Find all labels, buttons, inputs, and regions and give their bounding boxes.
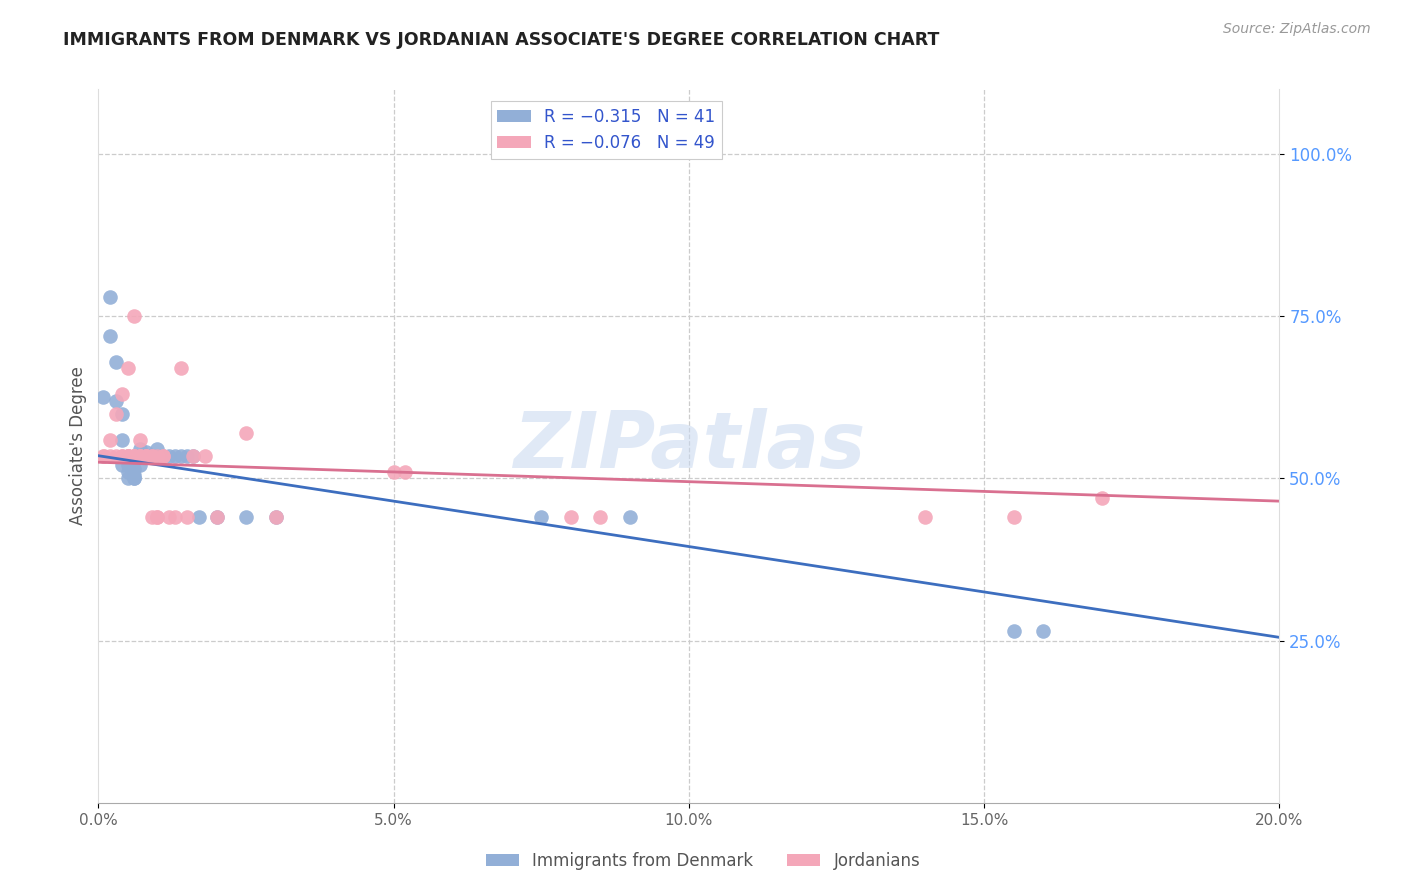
Point — [122, 468, 145, 483]
Point — [117, 465, 139, 479]
Point — [914, 510, 936, 524]
Point — [152, 449, 174, 463]
Point — [1032, 624, 1054, 638]
Point — [122, 449, 145, 463]
Point — [117, 449, 139, 463]
Point — [176, 510, 198, 524]
Point — [619, 510, 641, 524]
Point — [141, 449, 163, 463]
Point — [122, 449, 145, 463]
Point — [117, 449, 139, 463]
Point — [117, 449, 139, 463]
Point — [111, 458, 134, 473]
Point — [135, 449, 157, 463]
Point — [117, 471, 139, 485]
Point — [105, 393, 128, 408]
Point — [152, 449, 174, 463]
Point — [122, 449, 145, 463]
Point — [135, 449, 157, 463]
Point — [181, 449, 204, 463]
Legend: Immigrants from Denmark, Jordanians: Immigrants from Denmark, Jordanians — [479, 846, 927, 877]
Point — [181, 449, 204, 463]
Point — [98, 449, 121, 463]
Point — [157, 510, 180, 524]
Point — [91, 449, 114, 463]
Point — [176, 449, 198, 463]
Point — [122, 310, 145, 324]
Point — [135, 445, 157, 459]
Point — [170, 449, 193, 463]
Point — [111, 433, 134, 447]
Point — [122, 449, 145, 463]
Point — [194, 449, 217, 463]
Point — [264, 510, 287, 524]
Point — [1091, 491, 1114, 505]
Point — [91, 390, 114, 404]
Point — [141, 449, 163, 463]
Point — [128, 449, 150, 463]
Text: Source: ZipAtlas.com: Source: ZipAtlas.com — [1223, 22, 1371, 37]
Y-axis label: Associate's Degree: Associate's Degree — [69, 367, 87, 525]
Point — [98, 433, 121, 447]
Point — [152, 449, 174, 463]
Point — [264, 510, 287, 524]
Point — [235, 510, 257, 524]
Point — [98, 328, 121, 343]
Point — [117, 458, 139, 473]
Legend: R = −0.315   N = 41, R = −0.076   N = 49: R = −0.315 N = 41, R = −0.076 N = 49 — [491, 101, 721, 159]
Point — [165, 449, 187, 463]
Point — [105, 449, 128, 463]
Point — [111, 449, 134, 463]
Point — [165, 510, 187, 524]
Point — [589, 510, 612, 524]
Point — [560, 510, 582, 524]
Point — [205, 510, 228, 524]
Point — [128, 449, 150, 463]
Point — [128, 433, 150, 447]
Point — [111, 407, 134, 421]
Point — [141, 510, 163, 524]
Point — [111, 449, 134, 463]
Point — [382, 465, 405, 479]
Point — [105, 354, 128, 368]
Point — [146, 449, 169, 463]
Point — [135, 449, 157, 463]
Point — [205, 510, 228, 524]
Point — [122, 471, 145, 485]
Text: ZIPatlas: ZIPatlas — [513, 408, 865, 484]
Point — [128, 449, 150, 463]
Point — [122, 461, 145, 475]
Point — [146, 449, 169, 463]
Point — [141, 449, 163, 463]
Point — [157, 449, 180, 463]
Point — [93, 449, 115, 463]
Point — [128, 458, 150, 473]
Point — [146, 442, 169, 457]
Point — [111, 387, 134, 401]
Point — [1002, 624, 1025, 638]
Point — [170, 361, 193, 376]
Point — [394, 465, 416, 479]
Point — [128, 449, 150, 463]
Point — [122, 471, 145, 485]
Point — [128, 449, 150, 463]
Point — [117, 361, 139, 376]
Point — [135, 449, 157, 463]
Point — [141, 449, 163, 463]
Point — [146, 510, 169, 524]
Text: IMMIGRANTS FROM DENMARK VS JORDANIAN ASSOCIATE'S DEGREE CORRELATION CHART: IMMIGRANTS FROM DENMARK VS JORDANIAN ASS… — [63, 31, 939, 49]
Point — [105, 407, 128, 421]
Point — [117, 452, 139, 467]
Point — [1002, 510, 1025, 524]
Point — [117, 449, 139, 463]
Point — [128, 442, 150, 457]
Point — [98, 290, 121, 304]
Point — [146, 510, 169, 524]
Point — [530, 510, 553, 524]
Point — [235, 425, 257, 440]
Point — [187, 510, 209, 524]
